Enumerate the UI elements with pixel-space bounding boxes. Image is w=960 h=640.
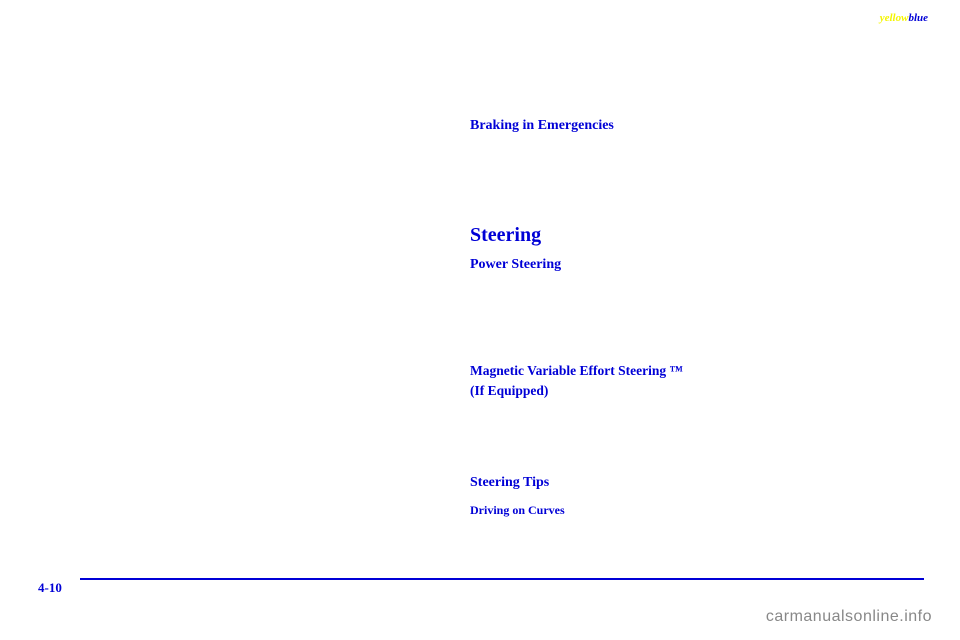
heading-magnetic-line2: (If Equipped) [470, 383, 900, 399]
heading-steering: Steering [470, 224, 900, 247]
header-color-label: yellowblue [880, 12, 928, 24]
header-blue-text: blue [908, 12, 928, 24]
page-number: 4-10 [38, 580, 62, 596]
heading-braking: Braking in Emergencies [470, 118, 900, 134]
heading-driving-curves: Driving on Curves [470, 503, 900, 518]
heading-magnetic-line1: Magnetic Variable Effort Steering ™ [470, 363, 900, 379]
content-column: Braking in Emergencies Steering Power St… [470, 118, 900, 518]
heading-steering-tips: Steering Tips [470, 475, 900, 491]
footer-divider [80, 578, 924, 580]
watermark-text: carmanualsonline.info [766, 608, 932, 626]
heading-power-steering: Power Steering [470, 257, 900, 273]
header-yellow-text: yellow [880, 12, 909, 24]
